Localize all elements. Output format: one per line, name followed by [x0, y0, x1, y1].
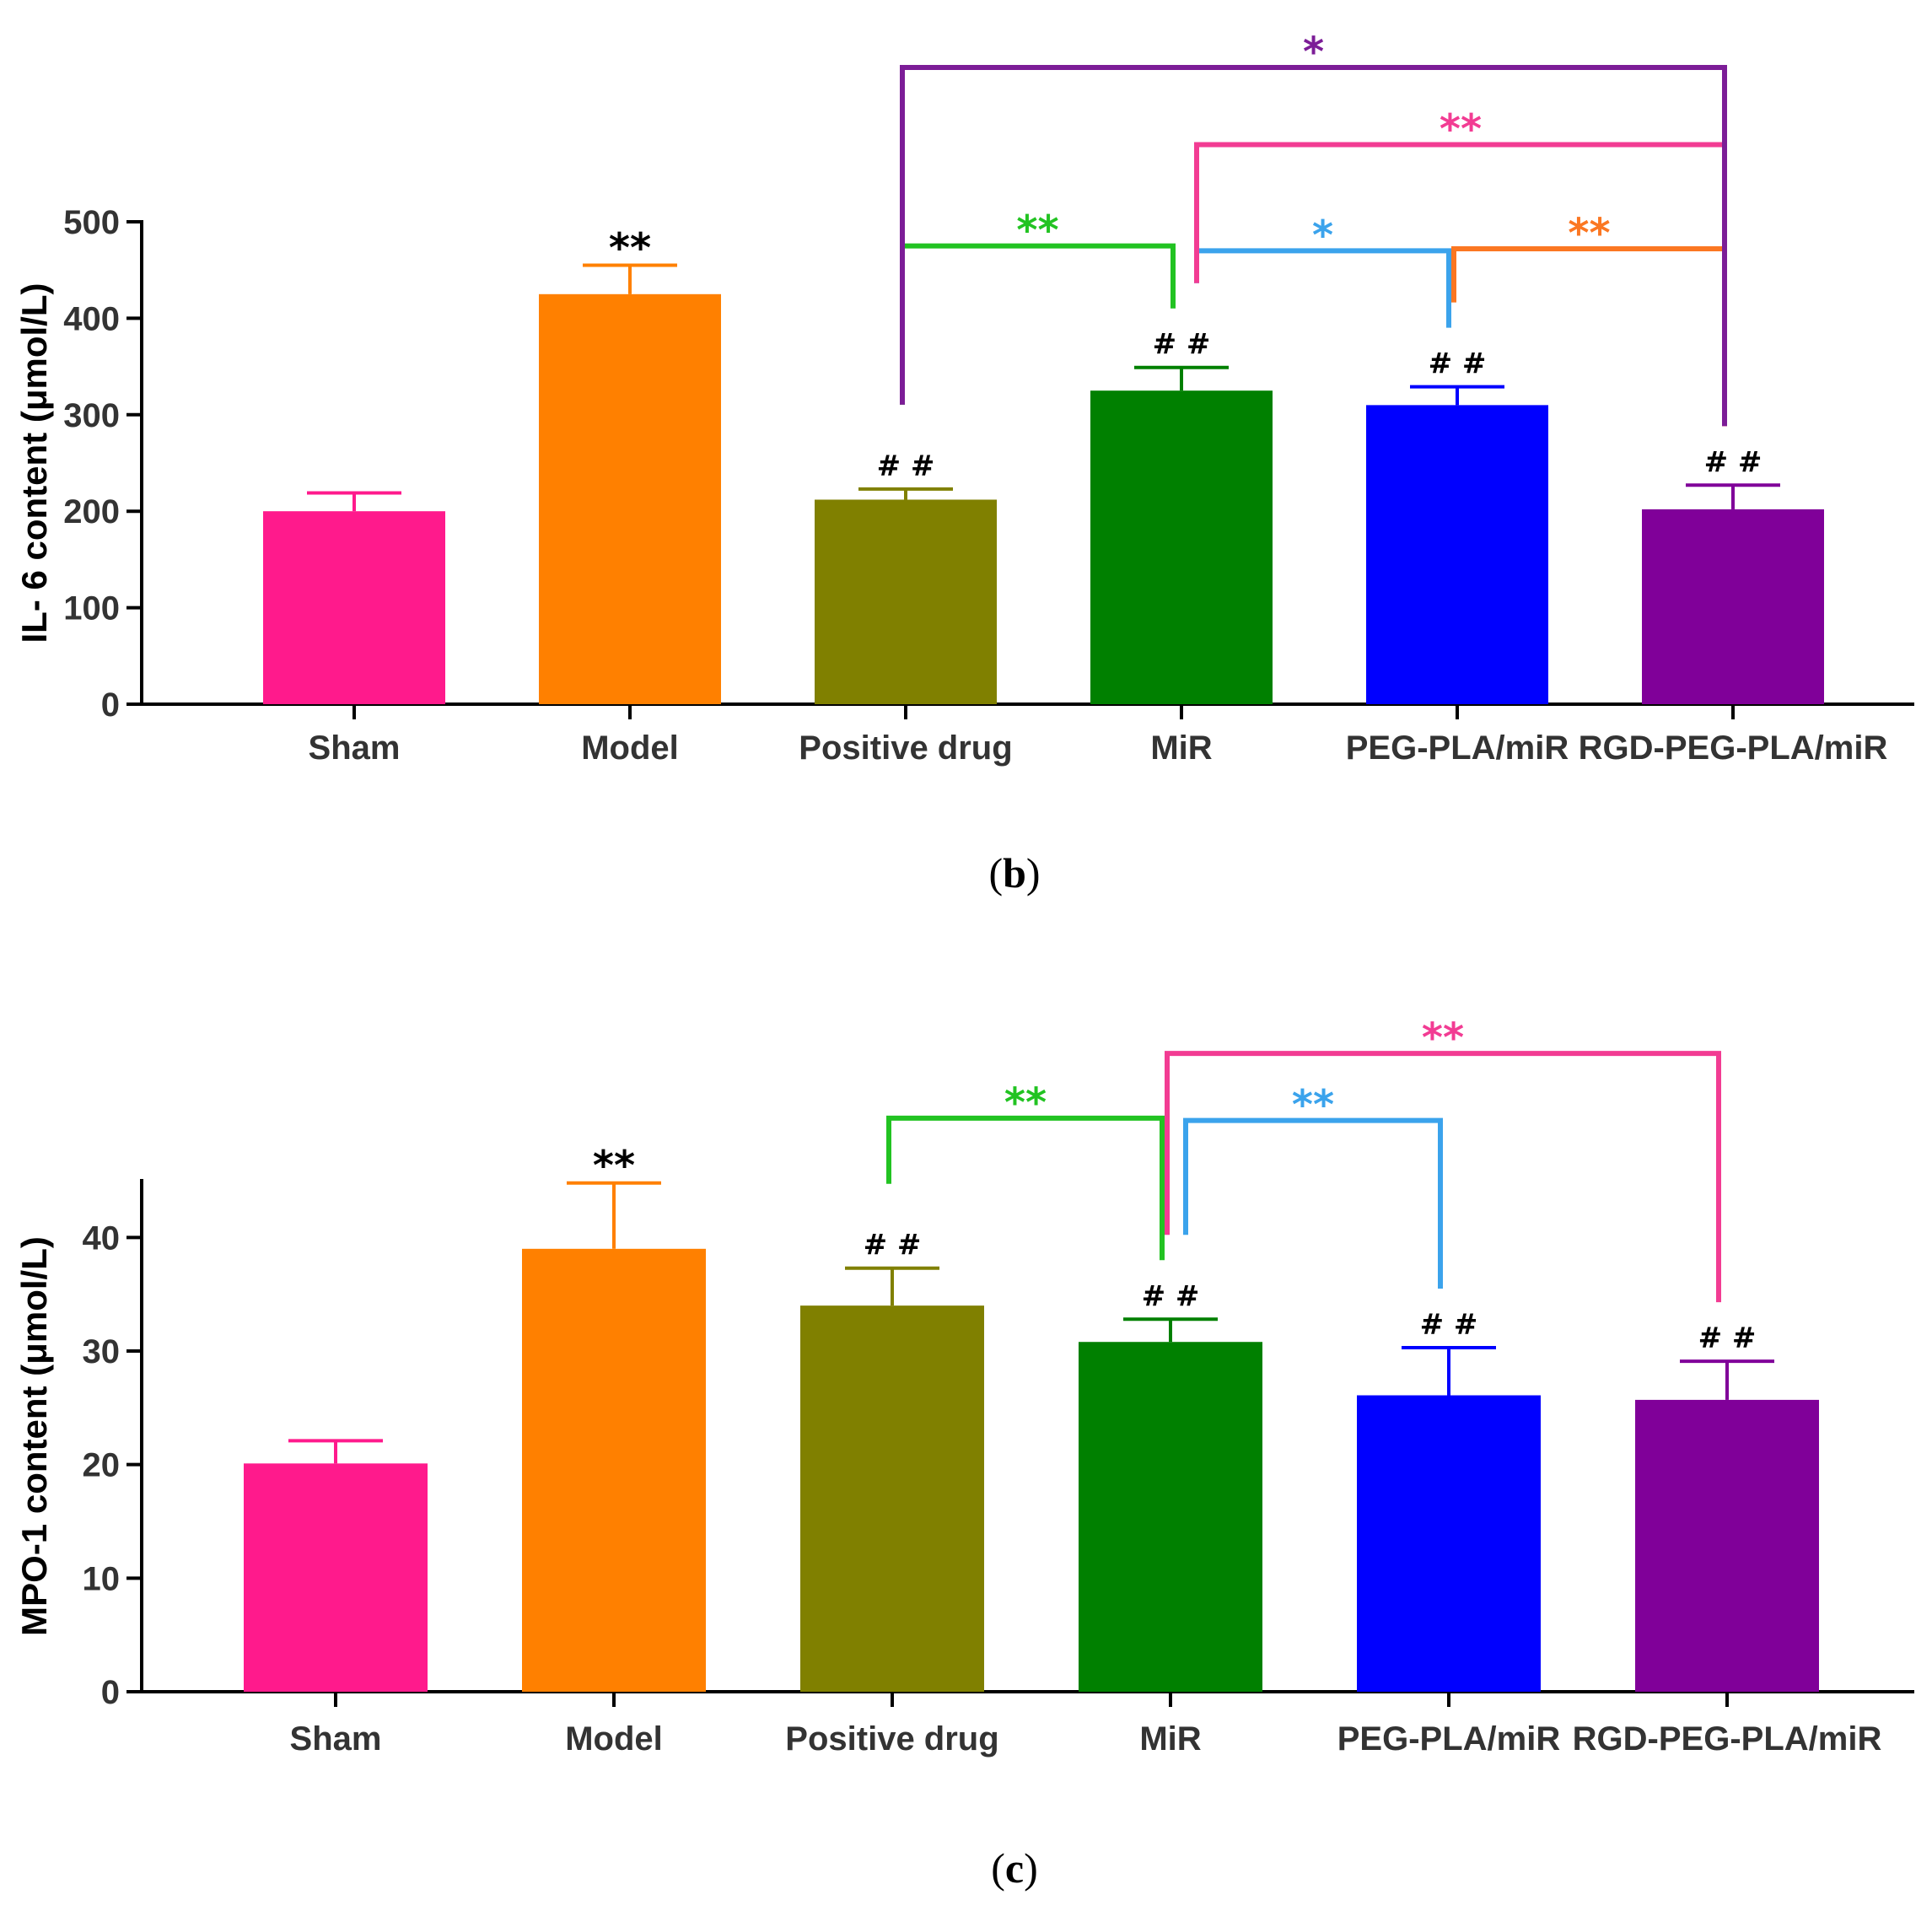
- panel-label-letter: b: [1003, 849, 1026, 896]
- bar-c: [1357, 1395, 1541, 1692]
- category-label-b: Model: [581, 729, 679, 767]
- significance-bracket-b: [900, 243, 1176, 405]
- bar-annotation-c: **: [593, 1143, 635, 1190]
- panel-label-letter: c: [1005, 1844, 1024, 1892]
- significance-label-c: **: [1422, 1015, 1464, 1062]
- y-tick-label-c: 20: [83, 1447, 121, 1484]
- significance-label-b: **: [1568, 210, 1610, 257]
- category-label-b: PEG-PLA/miR: [1346, 729, 1569, 767]
- bar-annotation-b: # #: [1429, 347, 1487, 381]
- category-label-b: Sham: [309, 729, 401, 767]
- significance-label-b: *: [1312, 212, 1333, 259]
- bar-annotation-c: # #: [864, 1229, 922, 1262]
- category-label-c: PEG-PLA/miR: [1337, 1720, 1561, 1758]
- significance-bracket-b: [1451, 246, 1727, 427]
- panel-label-close: ): [1024, 1844, 1038, 1892]
- significance-label-b: *: [1303, 29, 1324, 76]
- y-tick-label-b: 100: [63, 590, 120, 627]
- category-label-b: MiR: [1150, 729, 1212, 767]
- bar-c: [244, 1463, 428, 1692]
- y-axis-label-c: MPO-1 content (μmol/L): [14, 1236, 54, 1636]
- significance-bracket-c: [1183, 1117, 1443, 1289]
- bar-c: [800, 1305, 984, 1692]
- y-tick-label-b: 500: [63, 204, 120, 241]
- significance-bracket-b: [1194, 142, 1727, 427]
- bar-annotation-c: # #: [1142, 1279, 1200, 1313]
- category-label-c: Positive drug: [785, 1720, 998, 1758]
- significance-bracket-b: [1194, 248, 1451, 328]
- category-label-b: Positive drug: [799, 729, 1012, 767]
- panel-label-b: (b): [988, 849, 1040, 896]
- bar-b: [539, 293, 721, 704]
- panel-label-c: (c): [991, 1844, 1038, 1892]
- significance-label-c: **: [1004, 1079, 1047, 1127]
- y-tick-label-c: 40: [83, 1219, 121, 1257]
- bar-c: [1635, 1399, 1819, 1692]
- panel-label-close: ): [1026, 849, 1041, 896]
- bar-b: [263, 511, 445, 704]
- bar-annotation-b: # #: [1153, 328, 1211, 362]
- bar-annotation-c: # #: [1698, 1322, 1757, 1355]
- category-label-b: RGD-PEG-PLA/miR: [1579, 729, 1888, 767]
- bar-annotation-c: # #: [1420, 1308, 1478, 1342]
- significance-bracket-b: [900, 64, 1727, 427]
- bar-b: [1366, 405, 1548, 704]
- bar-c: [522, 1248, 706, 1692]
- category-label-c: RGD-PEG-PLA/miR: [1573, 1720, 1882, 1758]
- category-label-c: Model: [565, 1720, 663, 1758]
- y-tick-label-c: 10: [83, 1560, 121, 1597]
- category-label-c: MiR: [1139, 1720, 1201, 1758]
- significance-label-b: **: [1440, 105, 1482, 153]
- bar-annotation-b: # #: [1704, 445, 1762, 479]
- y-tick-label-c: 0: [101, 1674, 120, 1711]
- category-label-c: Sham: [290, 1720, 382, 1758]
- significance-label-c: **: [1292, 1082, 1334, 1129]
- panel-c-chart: 0 10 20 30 40 MPO-1 content (μmol/L) Sham Model…: [14, 1015, 1914, 1892]
- significance-bracket-c: [886, 1115, 1165, 1261]
- y-tick-label-b: 200: [63, 493, 120, 530]
- y-tick-label-b: 300: [63, 397, 120, 434]
- bar-c: [1079, 1342, 1262, 1692]
- panel-label-open: (: [991, 1844, 1005, 1892]
- y-axis-label-b: IL- 6 content (μmol/L): [14, 283, 54, 643]
- panel-label-open: (: [988, 849, 1003, 896]
- y-tick-label-c: 30: [83, 1333, 121, 1370]
- significance-bracket-c: [1165, 1051, 1721, 1303]
- significance-label-b: **: [1016, 207, 1058, 255]
- bar-annotation-b: **: [609, 224, 651, 272]
- bar-annotation-b: # #: [877, 449, 935, 483]
- panel-b-chart: 0 100 200 300 400 500 IL- 6 content (μmol/L) Sh…: [14, 29, 1914, 896]
- bar-b: [815, 499, 997, 704]
- y-tick-label-b: 400: [63, 300, 120, 337]
- bar-b: [1090, 390, 1273, 704]
- y-tick-label-b: 0: [101, 686, 120, 724]
- bar-b: [1642, 509, 1824, 704]
